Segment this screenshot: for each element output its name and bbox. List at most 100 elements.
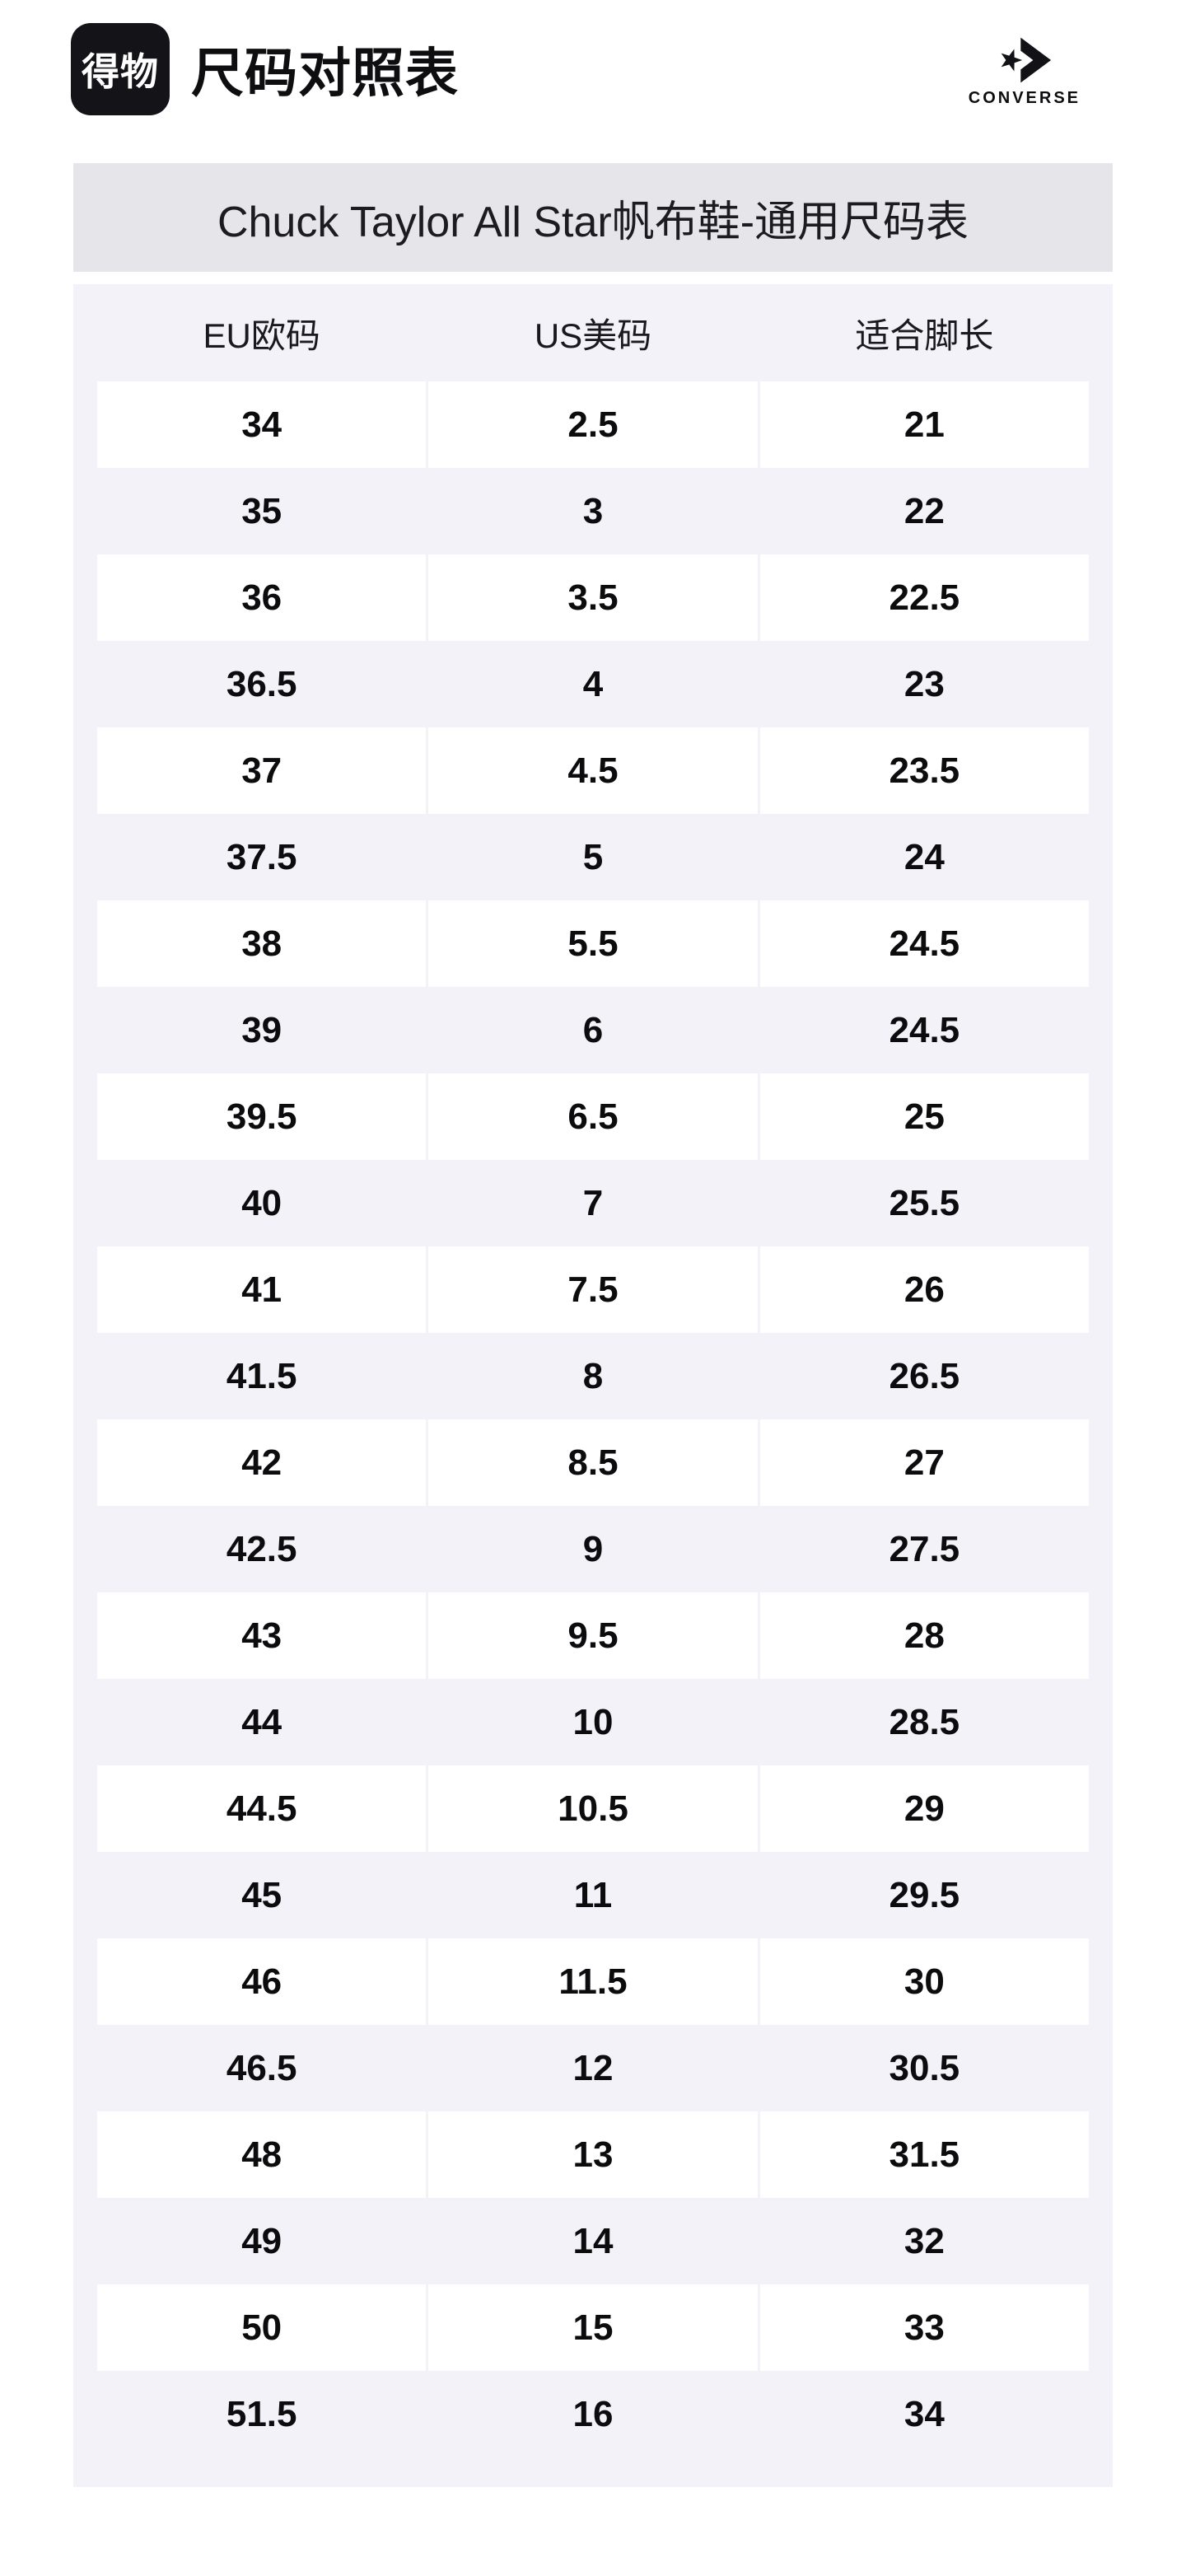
table-row: 38 5.5 24.5 <box>97 900 1089 987</box>
size-cell-footlength: 23 <box>904 663 945 704</box>
table-row: 49 14 32 <box>97 2198 1089 2284</box>
table-row: 35 3 22 <box>97 468 1089 554</box>
size-cell-us: 9.5 <box>428 1592 758 1679</box>
size-cell-footlength: 24.5 <box>759 900 1089 987</box>
size-cell-eu: 39.5 <box>97 1073 427 1160</box>
size-cell-eu: 41 <box>97 1246 427 1333</box>
table-row: 45 11 29.5 <box>97 1852 1089 1938</box>
size-cell-eu: 37 <box>97 727 427 814</box>
size-cell-eu: 43 <box>97 1592 427 1679</box>
size-cell-footlength: 22 <box>904 490 945 531</box>
size-cell-footlength: 28.5 <box>889 1701 960 1742</box>
size-cell-eu: 51.5 <box>226 2393 297 2434</box>
column-header-us: US美码 <box>534 316 652 355</box>
size-cell-eu: 44 <box>241 1701 282 1742</box>
size-cell-us: 13 <box>428 2111 758 2198</box>
size-cell-eu: 38 <box>97 900 427 987</box>
size-cell-eu: 49 <box>241 2220 282 2261</box>
table-row: 36.5 4 23 <box>97 641 1089 727</box>
size-cell-eu: 45 <box>241 1874 282 1915</box>
size-cell-eu: 48 <box>97 2111 427 2198</box>
size-cell-eu: 40 <box>241 1182 282 1223</box>
size-cell-footlength: 30 <box>759 1938 1089 2025</box>
size-cell-eu: 41.5 <box>226 1355 297 1396</box>
table-row: 36 3.5 22.5 <box>97 554 1089 641</box>
size-cell-footlength: 30.5 <box>889 2047 960 2088</box>
size-cell-us: 11 <box>573 1874 613 1915</box>
size-cell-footlength: 21 <box>759 381 1089 468</box>
table-row: 42 8.5 27 <box>97 1419 1089 1506</box>
size-cell-footlength: 27 <box>759 1419 1089 1506</box>
size-cell-eu: 35 <box>241 490 282 531</box>
size-cell-us: 12 <box>572 2047 614 2088</box>
size-cell-us: 11.5 <box>428 1938 758 2025</box>
size-cell-footlength: 29.5 <box>889 1874 960 1915</box>
size-cell-us: 7 <box>582 1182 604 1223</box>
size-cell-footlength: 25 <box>759 1073 1089 1160</box>
size-cell-us: 10.5 <box>428 1765 758 1852</box>
size-cell-eu: 34 <box>97 381 427 468</box>
size-cell-us: 8 <box>582 1355 604 1396</box>
size-cell-us: 3 <box>582 490 604 531</box>
size-cell-eu: 46 <box>97 1938 427 2025</box>
size-cell-footlength: 24 <box>904 836 945 877</box>
size-cell-us: 10 <box>572 1701 614 1742</box>
subtitle-bar: Chuck Taylor All Star帆布鞋-通用尺码表 <box>73 163 1113 272</box>
size-cell-eu: 36 <box>97 554 427 641</box>
table-row: 48 13 31.5 <box>97 2111 1089 2198</box>
table-row: 51.5 16 34 <box>97 2371 1089 2457</box>
size-cell-footlength: 24.5 <box>889 1009 960 1050</box>
size-table-panel: EU欧码 US美码 适合脚长 34 2.5 21 35 3 22 36 3.5 … <box>73 284 1113 2487</box>
column-header-eu: EU欧码 <box>203 316 320 355</box>
converse-wordmark: CONVERSE <box>968 89 1081 107</box>
size-cell-eu: 42 <box>97 1419 427 1506</box>
page-title: 尺码对照表 <box>191 44 459 103</box>
size-cell-eu: 39 <box>241 1009 282 1050</box>
table-row: 34 2.5 21 <box>97 381 1089 468</box>
size-cell-us: 16 <box>572 2393 614 2434</box>
size-cell-footlength: 27.5 <box>889 1528 960 1569</box>
size-cell-footlength: 26 <box>759 1246 1089 1333</box>
star-chevron-icon <box>997 37 1052 83</box>
size-cell-footlength: 25.5 <box>889 1182 960 1223</box>
size-cell-us: 8.5 <box>428 1419 758 1506</box>
size-cell-us: 4 <box>582 663 604 704</box>
size-cell-us: 9 <box>582 1528 604 1569</box>
size-cell-eu: 50 <box>97 2284 427 2371</box>
table-row: 44.5 10.5 29 <box>97 1765 1089 1852</box>
size-cell-eu: 44.5 <box>97 1765 427 1852</box>
size-cell-us: 15 <box>428 2284 758 2371</box>
table-row: 39 6 24.5 <box>97 987 1089 1073</box>
size-cell-us: 2.5 <box>428 381 758 468</box>
table-row: 39.5 6.5 25 <box>97 1073 1089 1160</box>
size-cell-footlength: 33 <box>759 2284 1089 2371</box>
size-cell-footlength: 32 <box>904 2220 945 2261</box>
table-row: 42.5 9 27.5 <box>97 1506 1089 1592</box>
table-row: 41.5 8 26.5 <box>97 1333 1089 1419</box>
dewu-logo-text: 得物 <box>82 50 159 93</box>
size-cell-us: 6 <box>582 1009 604 1050</box>
size-cell-eu: 42.5 <box>226 1528 297 1569</box>
size-cell-us: 5.5 <box>428 900 758 987</box>
size-cell-footlength: 26.5 <box>889 1355 960 1396</box>
size-cell-footlength: 23.5 <box>759 727 1089 814</box>
size-cell-footlength: 29 <box>759 1765 1089 1852</box>
dewu-logo: 得物 <box>71 23 170 115</box>
size-cell-footlength: 22.5 <box>759 554 1089 641</box>
size-cell-us: 14 <box>572 2220 614 2261</box>
table-row: 40 7 25.5 <box>97 1160 1089 1246</box>
table-row: 44 10 28.5 <box>97 1679 1089 1765</box>
size-cell-eu: 46.5 <box>226 2047 297 2088</box>
page-header: 得物 尺码对照表 CONVERSE <box>71 23 1081 115</box>
table-row: 43 9.5 28 <box>97 1592 1089 1679</box>
table-row: 46 11.5 30 <box>97 1938 1089 2025</box>
table-row: 50 15 33 <box>97 2284 1089 2371</box>
size-cell-footlength: 31.5 <box>759 2111 1089 2198</box>
table-row: 46.5 12 30.5 <box>97 2025 1089 2111</box>
column-header-row: EU欧码 US美码 适合脚长 <box>97 284 1089 381</box>
size-cell-eu: 37.5 <box>226 836 297 877</box>
size-cell-us: 4.5 <box>428 727 758 814</box>
size-cell-us: 7.5 <box>428 1246 758 1333</box>
size-cell-us: 6.5 <box>428 1073 758 1160</box>
size-table-body: 34 2.5 21 35 3 22 36 3.5 22.5 36.5 4 23 … <box>97 381 1089 2457</box>
